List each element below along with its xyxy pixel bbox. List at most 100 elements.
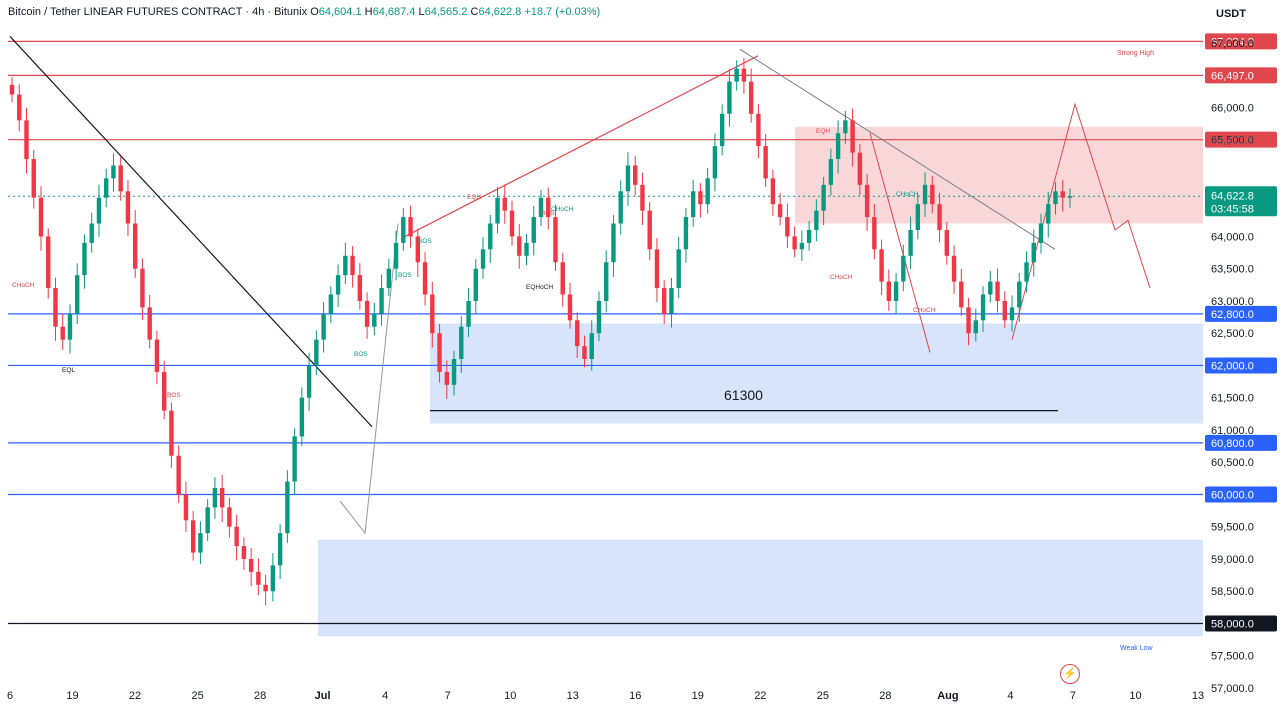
candle-body xyxy=(792,236,797,250)
candle-body xyxy=(901,255,906,282)
candle-body xyxy=(1002,300,1007,321)
candle-body xyxy=(1067,196,1073,198)
candle-body xyxy=(502,197,507,211)
price-tag xyxy=(1205,615,1277,632)
lightning-icon[interactable]: ⚡ xyxy=(1060,664,1080,684)
price-tag xyxy=(1205,305,1277,322)
candle-body xyxy=(575,320,580,347)
low-label: L xyxy=(418,6,425,18)
candle-body xyxy=(1024,262,1029,282)
price-tag-label: 66,497.0 xyxy=(1211,70,1254,82)
forecast-path xyxy=(1011,102,1151,340)
candle-body xyxy=(89,223,94,243)
open-label: O xyxy=(310,6,319,18)
y-tick-label: 59,000.0 xyxy=(1211,554,1254,566)
smc-label: EQH xyxy=(467,194,481,201)
projection-path xyxy=(339,223,399,535)
y-tick-label: 64,000.0 xyxy=(1211,231,1254,243)
candle-body xyxy=(241,546,247,559)
candle-body xyxy=(227,507,232,527)
last-price-label: 64,622.8 xyxy=(1211,190,1254,202)
candle-body xyxy=(944,229,950,256)
candle-body xyxy=(770,178,776,205)
candle-body xyxy=(843,120,848,134)
change-value: +18.7 (+0.03%) xyxy=(524,6,601,18)
candle-body xyxy=(966,307,971,334)
candle-body xyxy=(386,268,392,289)
candle-body xyxy=(647,210,652,250)
candle-body xyxy=(430,294,435,334)
x-tick-label: 19 xyxy=(66,690,78,702)
low-value: 64,565.2 xyxy=(424,6,468,18)
candle-body xyxy=(915,204,921,230)
candle-body xyxy=(893,281,899,301)
smc-label: BOS xyxy=(398,272,412,279)
candle-body xyxy=(154,339,160,372)
candle-body xyxy=(1053,191,1058,205)
candle-body xyxy=(850,120,855,153)
x-tick-label: 7 xyxy=(445,690,451,702)
candle-body xyxy=(31,159,36,198)
candle-body xyxy=(1009,307,1015,321)
candle-body xyxy=(306,365,312,398)
y-tick-label: 63,500.0 xyxy=(1211,264,1254,276)
candle-body xyxy=(82,242,87,276)
candle-body xyxy=(328,294,334,314)
candle-body xyxy=(959,281,964,308)
price-tag-label: 60,800.0 xyxy=(1211,438,1254,450)
y-tick-label: 61,500.0 xyxy=(1211,393,1254,405)
candle-body xyxy=(995,281,1000,301)
price-tag-label: 62,800.0 xyxy=(1211,309,1254,321)
uptrend-line xyxy=(404,55,759,237)
candle-body xyxy=(1060,191,1065,198)
currency-label: USDT xyxy=(1216,8,1246,20)
price-tag-label: 65,500.0 xyxy=(1211,135,1254,147)
open-value: 64,604.1 xyxy=(318,6,362,18)
candle-body xyxy=(683,217,689,250)
candle-body xyxy=(401,217,406,243)
candle-body xyxy=(669,288,674,314)
candle-body xyxy=(560,262,565,295)
candle-body xyxy=(930,184,935,205)
last-price-tag xyxy=(1205,186,1277,217)
price-tag xyxy=(1205,434,1277,451)
candle-body xyxy=(661,288,667,314)
candle-body xyxy=(727,81,732,114)
candle-body xyxy=(1031,242,1036,263)
candle-body xyxy=(821,184,826,211)
candle-body xyxy=(951,255,957,282)
candle-body xyxy=(67,313,73,340)
zones-layer xyxy=(318,126,1203,637)
candle-body xyxy=(806,229,812,243)
x-tick-label: 19 xyxy=(692,690,704,702)
smc-label: BOS xyxy=(418,238,432,245)
smc-label: CHoCH xyxy=(913,307,936,314)
symbol-title: Bitcoin / Tether LINEAR FUTURES CONTRACT… xyxy=(8,6,308,18)
candle-body xyxy=(364,300,370,327)
candle-body xyxy=(372,313,377,327)
candle-body xyxy=(705,178,710,205)
y-tick-label: 67,000.0 xyxy=(1211,38,1254,50)
y-tick-label: 57,000.0 xyxy=(1211,683,1254,695)
candle-body xyxy=(17,94,22,121)
countdown-label: 03:45:58 xyxy=(1211,203,1254,215)
drop-arrow xyxy=(869,133,931,353)
x-tick-label: 25 xyxy=(817,690,829,702)
candle-body xyxy=(604,262,609,301)
candle-body xyxy=(277,533,283,566)
candle-body xyxy=(140,268,145,308)
candle-body xyxy=(357,275,363,301)
candle-body xyxy=(517,236,522,256)
candle-body xyxy=(212,488,218,508)
candle-body xyxy=(125,191,131,224)
high-label: H xyxy=(364,6,373,18)
descending-line xyxy=(739,48,1056,250)
candle-body xyxy=(640,184,645,211)
price-tag xyxy=(1205,67,1277,84)
x-tick-label: 28 xyxy=(254,690,266,702)
candle-body xyxy=(879,249,884,282)
smc-label: CHoCH xyxy=(12,282,35,289)
candle-body xyxy=(198,533,203,553)
